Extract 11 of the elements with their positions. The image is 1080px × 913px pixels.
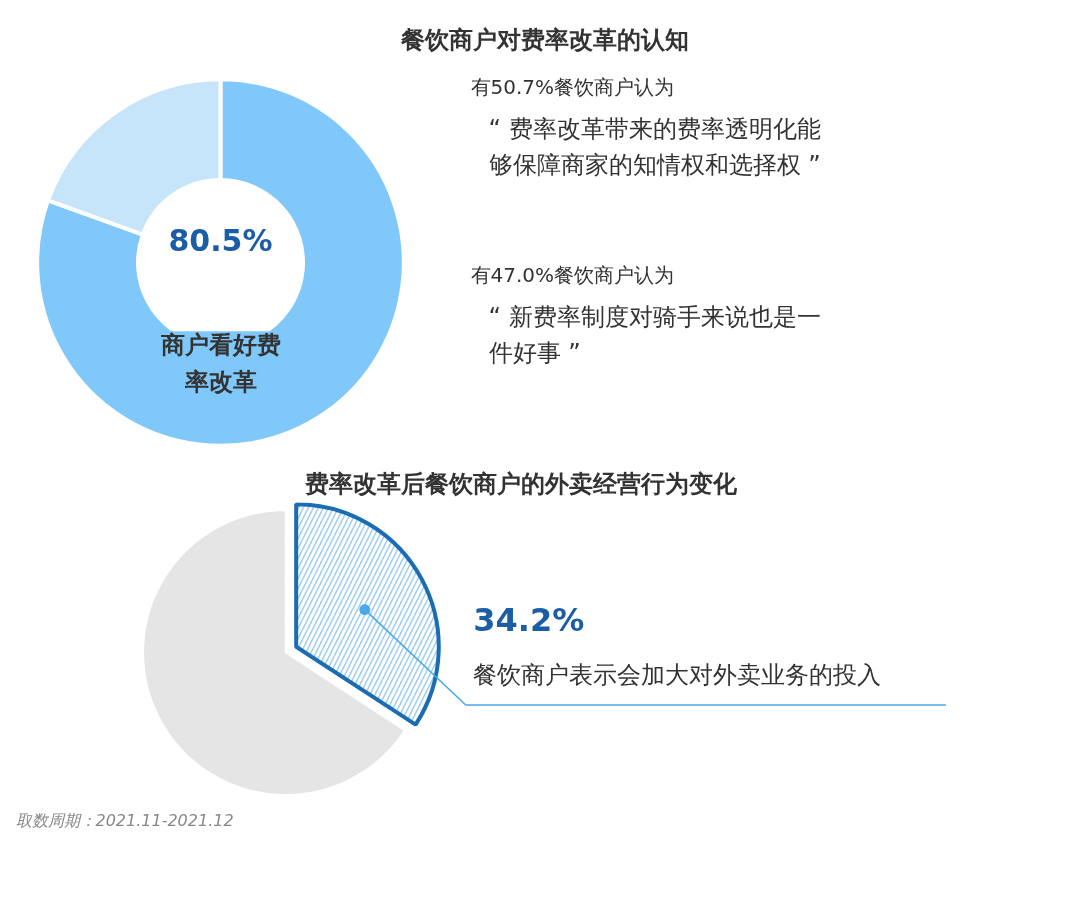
data-label: 34.2% <box>473 600 585 639</box>
text: “ 新费率制度对骑手来说也是一件好事 ” <box>488 302 821 368</box>
text: 餐饮商户对费率改革的认知 <box>401 25 689 56</box>
text: 有50.7%餐饮商户认为 <box>470 74 675 99</box>
text: 取数周期：2021.11-2021.12 <box>15 811 234 831</box>
text: 有47.0%餐饮商户认为 <box>470 262 675 287</box>
slice-label: 商户看好费率改革 <box>159 331 281 396</box>
slice-label: 餐饮商户表示会加大对外卖业务的投入 <box>473 661 882 690</box>
chart-title: 费率改革后餐饮商户的外卖经营行为变化 <box>303 469 738 498</box>
data-label: 80.5% <box>168 223 273 259</box>
text: “ 费率改革带来的费率透明化能够保障商家的知情权和选择权 ” <box>488 114 821 180</box>
